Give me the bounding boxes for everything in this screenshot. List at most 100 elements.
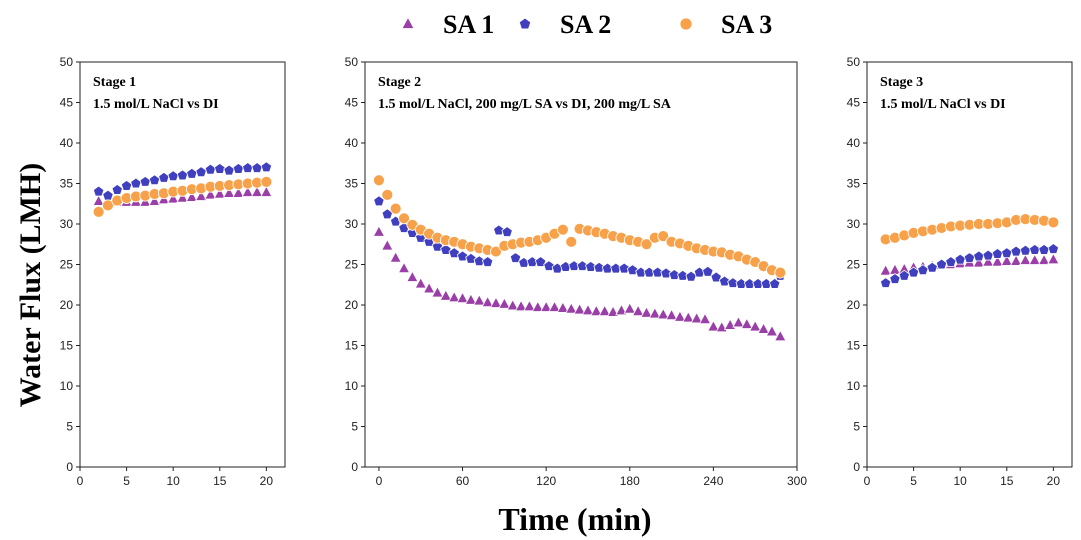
data-point bbox=[213, 187, 226, 199]
data-point bbox=[749, 319, 762, 332]
data-point bbox=[606, 305, 620, 317]
y-tick-label: 5 bbox=[351, 420, 358, 434]
y-tick-label: 20 bbox=[60, 298, 74, 312]
y-tick-label: 30 bbox=[345, 217, 359, 231]
legend-marker-2 bbox=[518, 17, 532, 30]
data-point bbox=[657, 230, 670, 243]
data-point bbox=[158, 171, 170, 183]
data-point bbox=[640, 238, 653, 251]
data-point bbox=[92, 185, 105, 197]
data-point bbox=[120, 179, 133, 191]
data-point bbox=[774, 329, 787, 342]
data-point bbox=[548, 300, 561, 312]
data-point bbox=[660, 267, 672, 279]
data-point bbox=[593, 261, 605, 273]
data-point bbox=[186, 167, 198, 179]
y-tick-label: 35 bbox=[60, 177, 74, 191]
data-point bbox=[102, 199, 114, 212]
y-tick-label: 20 bbox=[847, 298, 861, 312]
x-tick-label: 300 bbox=[787, 474, 807, 488]
data-point bbox=[167, 191, 180, 204]
data-point bbox=[373, 174, 385, 187]
data-point bbox=[698, 312, 712, 325]
x-tick-label: 120 bbox=[536, 474, 556, 488]
data-point bbox=[765, 324, 779, 337]
x-tick-label: 15 bbox=[213, 474, 227, 488]
data-point bbox=[626, 264, 639, 276]
data-point bbox=[92, 205, 105, 218]
legend-marker-1 bbox=[401, 16, 415, 29]
y-tick-label: 10 bbox=[60, 379, 74, 393]
data-point bbox=[690, 311, 703, 324]
y-tick-label: 20 bbox=[345, 298, 359, 312]
y-tick-label: 45 bbox=[60, 96, 74, 110]
y-tick-label: 45 bbox=[345, 96, 359, 110]
data-point bbox=[111, 183, 123, 195]
data-point bbox=[422, 281, 436, 294]
data-point bbox=[260, 161, 273, 173]
series-sa-3 bbox=[879, 213, 1060, 246]
data-point bbox=[543, 260, 555, 271]
x-tick-label: 240 bbox=[703, 474, 723, 488]
data-point bbox=[991, 255, 1004, 267]
data-point bbox=[185, 190, 198, 202]
data-point bbox=[539, 300, 553, 312]
data-point bbox=[440, 243, 452, 255]
data-point bbox=[898, 269, 910, 281]
y-tick-label: 45 bbox=[847, 96, 861, 110]
data-point bbox=[1001, 247, 1013, 259]
data-point bbox=[740, 317, 754, 329]
data-point bbox=[631, 304, 645, 317]
data-point bbox=[982, 249, 994, 261]
data-point bbox=[204, 163, 217, 175]
data-point bbox=[194, 189, 208, 201]
data-point bbox=[1029, 243, 1041, 255]
data-point bbox=[148, 174, 161, 186]
data-point bbox=[448, 290, 461, 303]
x-tick-label: 180 bbox=[620, 474, 640, 488]
data-point bbox=[130, 177, 142, 189]
data-point bbox=[481, 256, 494, 267]
data-point bbox=[102, 189, 114, 201]
legend-label-2: SA 2 bbox=[560, 10, 611, 39]
condition-label: 1.5 mol/L NaCl, 200 mg/L SA vs DI, 200 m… bbox=[378, 97, 672, 112]
data-point bbox=[398, 212, 410, 225]
y-tick-label: 15 bbox=[60, 339, 74, 353]
data-point bbox=[707, 319, 720, 332]
x-tick-label: 5 bbox=[123, 474, 130, 488]
panel-2: 0 5 10 15 20 25 30 35 40 45 50 0 60 120 180 240 300 Stage… bbox=[345, 55, 808, 488]
data-point bbox=[222, 186, 236, 198]
x-tick-label: 0 bbox=[376, 474, 383, 488]
data-point bbox=[1038, 243, 1050, 255]
data-point bbox=[414, 277, 427, 289]
x-tick-label: 60 bbox=[456, 474, 470, 488]
data-point bbox=[677, 269, 689, 281]
y-tick-label: 0 bbox=[66, 460, 73, 474]
y-tick-label: 40 bbox=[345, 136, 359, 150]
data-point bbox=[615, 303, 628, 316]
data-point bbox=[648, 307, 662, 319]
stage-label: Stage 1 bbox=[93, 75, 136, 90]
x-tick-label: 5 bbox=[910, 474, 917, 488]
data-point bbox=[879, 264, 892, 276]
y-tick-label: 30 bbox=[60, 217, 74, 231]
stage-label: Stage 2 bbox=[378, 75, 421, 90]
data-point bbox=[573, 302, 586, 315]
data-point bbox=[1037, 253, 1051, 265]
data-point bbox=[448, 247, 460, 259]
data-point bbox=[176, 191, 189, 203]
series-sa-3 bbox=[373, 174, 787, 279]
x-tick-label: 10 bbox=[954, 474, 968, 488]
data-point bbox=[389, 202, 402, 215]
data-point bbox=[973, 250, 985, 262]
data-point bbox=[651, 266, 664, 278]
x-tick-label: 20 bbox=[1047, 474, 1061, 488]
y-tick-label: 35 bbox=[345, 177, 359, 191]
data-point bbox=[954, 253, 966, 265]
data-point bbox=[665, 308, 678, 321]
data-point bbox=[945, 256, 957, 267]
y-tick-label: 50 bbox=[345, 55, 359, 69]
data-point bbox=[397, 261, 411, 274]
data-point bbox=[1047, 216, 1060, 229]
data-point bbox=[585, 260, 597, 272]
